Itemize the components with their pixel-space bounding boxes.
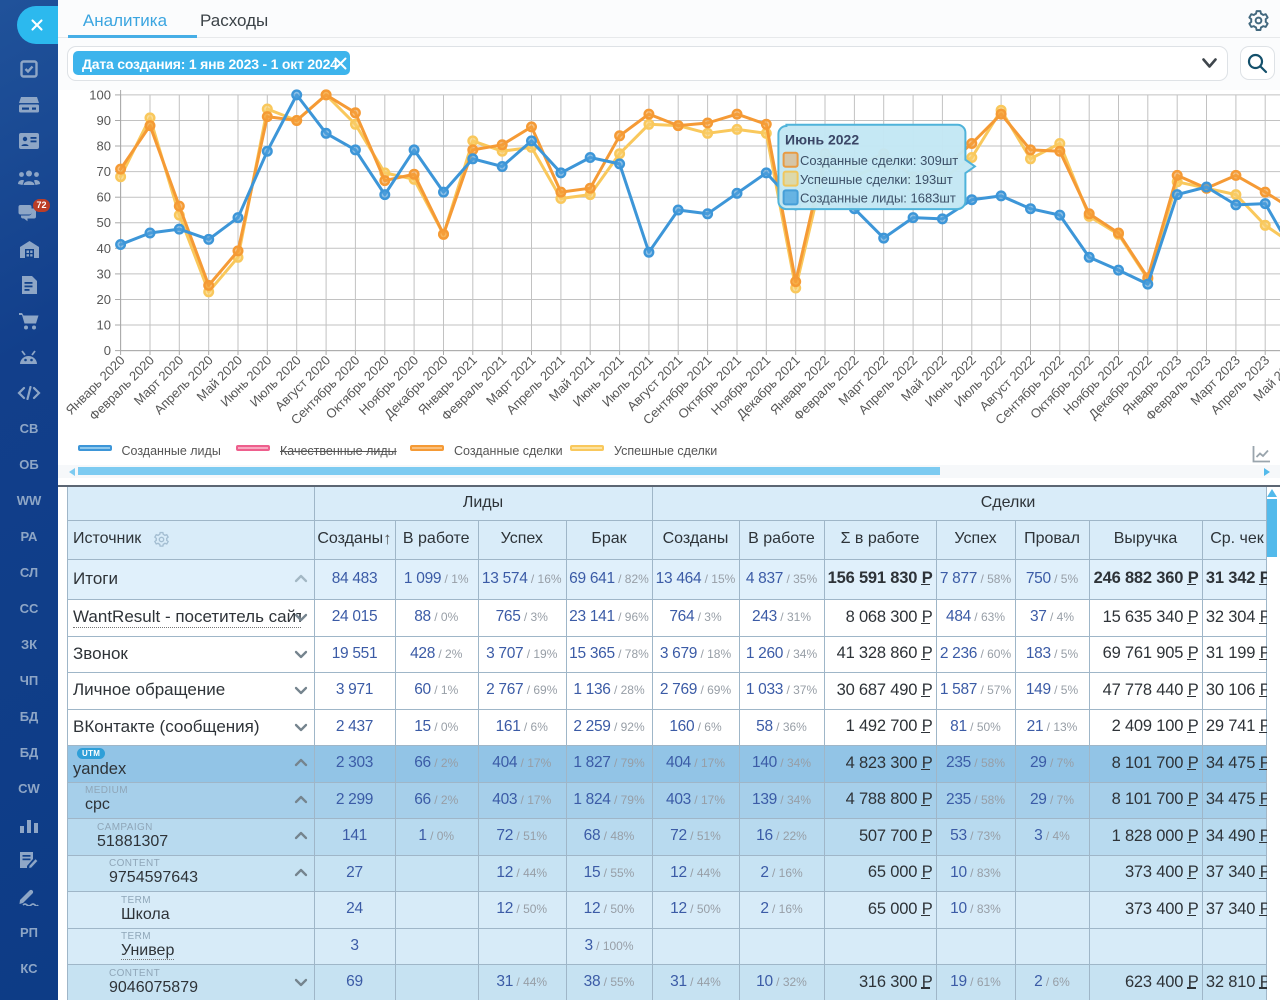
svg-text:Созданные сделки: 309шт: Созданные сделки: 309шт — [800, 153, 958, 168]
svg-text:0: 0 — [104, 343, 111, 358]
svg-text:60: 60 — [97, 190, 111, 205]
svg-text:20: 20 — [97, 292, 111, 307]
svg-text:Июнь 2022: Июнь 2022 — [785, 132, 859, 148]
svg-text:90: 90 — [97, 113, 111, 128]
svg-text:70: 70 — [97, 164, 111, 179]
svg-text:100: 100 — [89, 88, 111, 102]
svg-text:10: 10 — [97, 318, 111, 333]
svg-text:50: 50 — [97, 215, 111, 230]
svg-text:Созданные лиды: 1683шт: Созданные лиды: 1683шт — [800, 191, 956, 206]
svg-text:40: 40 — [97, 241, 111, 256]
svg-text:30: 30 — [97, 266, 111, 281]
svg-text:Успешные сделки: 193шт: Успешные сделки: 193шт — [800, 172, 953, 187]
svg-text:80: 80 — [97, 139, 111, 154]
